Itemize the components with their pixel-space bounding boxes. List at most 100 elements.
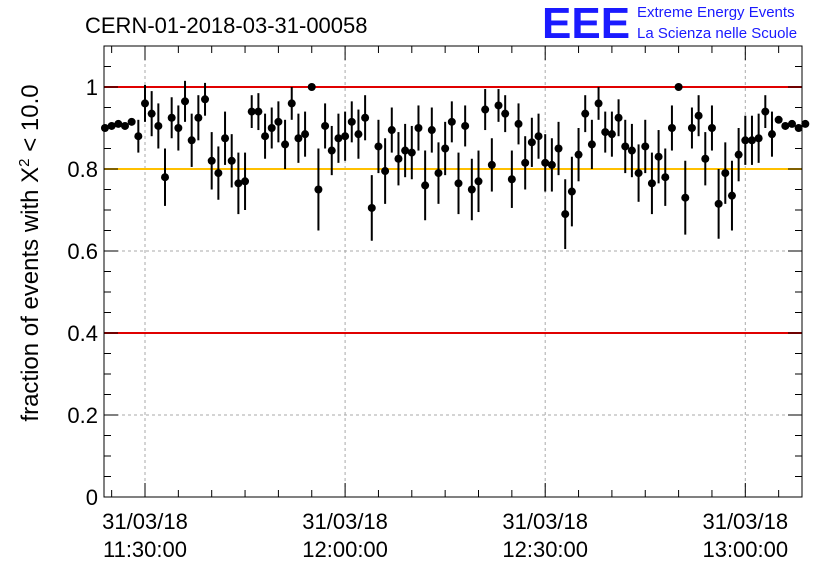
data-point: [701, 154, 710, 163]
data-point: [661, 173, 670, 182]
y-tick-label: 0.8: [67, 157, 98, 182]
data-point: [447, 117, 456, 126]
data-point: [194, 113, 203, 122]
data-point: [734, 150, 743, 159]
data-point: [394, 154, 403, 163]
data-point: [547, 160, 556, 169]
data-point: [527, 138, 536, 147]
data-point: [747, 136, 756, 145]
data-point: [481, 105, 490, 114]
data-point: [454, 179, 463, 188]
data-point: [761, 107, 770, 116]
data-point: [494, 101, 503, 110]
data-point: [354, 130, 363, 139]
data-point: [221, 134, 230, 143]
data-point: [614, 113, 623, 122]
data-point: [407, 148, 416, 157]
data-point: [607, 130, 616, 139]
data-point: [767, 130, 776, 139]
data-point: [434, 169, 443, 178]
y-axis-label-exponent: 2: [16, 158, 33, 166]
data-point: [641, 142, 650, 151]
data-point: [594, 99, 603, 108]
data-point: [441, 144, 450, 153]
data-point: [294, 134, 303, 143]
logo-line-1: Extreme Energy Events: [637, 4, 795, 21]
data-point: [187, 136, 196, 145]
data-point: [714, 199, 723, 208]
y-tick-label: 0.6: [67, 239, 98, 264]
data-point: [721, 169, 730, 178]
data-point: [374, 142, 383, 151]
data-point: [561, 210, 570, 219]
data-point: [627, 146, 636, 155]
data-point: [621, 142, 630, 151]
data-point: [681, 193, 690, 202]
data-point: [674, 83, 683, 91]
data-point: [401, 146, 410, 155]
data-point: [127, 117, 136, 126]
logo-mark: EEE: [542, 0, 630, 48]
data-point: [167, 113, 176, 122]
x-tick-label-time: 13:00:00: [702, 537, 788, 562]
data-point: [274, 117, 283, 126]
data-point: [461, 121, 470, 130]
data-point: [234, 179, 243, 188]
data-point: [134, 132, 143, 141]
data-point: [287, 99, 296, 108]
data-point: [467, 185, 476, 194]
data-point: [787, 119, 796, 128]
data-point: [667, 124, 676, 132]
data-point: [347, 117, 356, 126]
data-point: [381, 167, 390, 176]
data-point: [474, 177, 483, 186]
data-point: [727, 191, 736, 200]
data-point: [801, 119, 810, 128]
data-point: [414, 124, 423, 132]
data-point: [707, 124, 716, 132]
data-point: [314, 185, 323, 194]
data-point: [421, 181, 430, 190]
x-tick-label-time: 12:30:00: [502, 537, 588, 562]
y-axis-label-suffix: < 10.0: [17, 84, 44, 158]
data-point: [574, 150, 583, 159]
data-point: [514, 119, 523, 128]
x-tick-label-date: 31/03/18: [502, 509, 588, 534]
data-point: [267, 124, 276, 132]
data-point: [654, 152, 663, 161]
data-point: [161, 173, 170, 182]
data-point: [174, 124, 183, 132]
chart-title: CERN-01-2018-03-31-00058: [85, 13, 368, 38]
data-point: [227, 156, 236, 165]
y-tick-label: 0.2: [67, 403, 98, 428]
data-point: [687, 124, 696, 132]
data-point: [694, 111, 703, 120]
data-point: [207, 156, 216, 165]
x-tick-label-date: 31/03/18: [302, 509, 388, 534]
data-point: [254, 107, 263, 116]
data-point: [601, 128, 610, 137]
y-axis-label: fraction of events with X2 < 10.0: [16, 84, 44, 421]
data-point: [774, 115, 783, 124]
data-point: [321, 121, 330, 130]
data-point: [241, 177, 250, 186]
data-point: [367, 203, 376, 212]
y-tick-label: 1: [86, 75, 98, 100]
y-axis-label-symbol: X: [17, 167, 44, 183]
x-tick-label-date: 31/03/18: [102, 509, 188, 534]
y-tick-label: 0: [86, 485, 98, 510]
y-tick-label: 0.4: [67, 321, 98, 346]
data-point: [647, 179, 656, 188]
data-point: [307, 83, 316, 91]
data-point: [214, 169, 223, 178]
data-point: [261, 132, 270, 141]
data-point: [501, 109, 510, 118]
data-point: [587, 140, 596, 149]
data-point: [247, 107, 256, 116]
data-point: [327, 146, 336, 155]
axes: 0 0.2 0.4 0.6 0.8 1 31/03/18 11:30:00 31/03/18 12…: [67, 46, 802, 562]
data-point: [301, 130, 310, 139]
data-point: [781, 121, 790, 130]
data-point: [141, 99, 149, 108]
data-point: [334, 134, 343, 143]
